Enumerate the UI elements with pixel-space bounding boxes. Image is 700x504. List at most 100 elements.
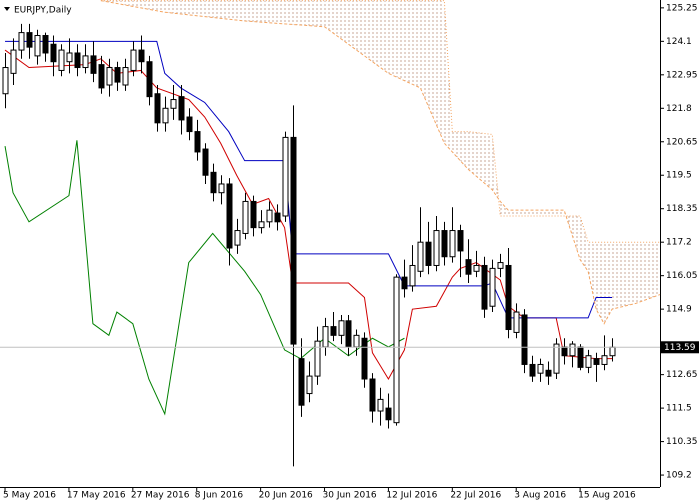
candle-body (226, 183, 233, 249)
candle-body (377, 398, 384, 412)
candle-body (385, 407, 392, 421)
candle-body (274, 212, 281, 223)
x-tick-label: 22 Jul 2016 (450, 491, 501, 501)
candle-body (18, 32, 25, 51)
candle-body (210, 171, 217, 194)
candle-body (425, 241, 432, 266)
candle-body (138, 49, 145, 63)
candle-body (282, 136, 289, 217)
indicator-line (5, 40, 613, 319)
candle-body (74, 52, 81, 69)
candle-body (2, 67, 9, 95)
candle-body (513, 311, 520, 333)
x-tick-label: 17 May 2016 (67, 491, 126, 501)
candle-body (601, 355, 608, 365)
candle-body (441, 230, 448, 258)
candle-body (417, 241, 424, 272)
y-tick-label: 109.2 (666, 471, 692, 481)
candle-body (457, 230, 464, 252)
candle-body (401, 276, 408, 290)
candle-body (537, 363, 544, 374)
candle-body (250, 200, 257, 229)
candle-body (481, 264, 488, 310)
candle-body (218, 183, 225, 194)
candle-body (258, 221, 265, 229)
candle-body (58, 49, 65, 71)
candle-body (338, 320, 345, 336)
x-tick-label: 27 May 2016 (131, 491, 190, 501)
candle-body (242, 200, 249, 234)
plot-area (2, 0, 661, 467)
candle-body (234, 230, 241, 246)
candle-body (114, 67, 121, 83)
candle-body (130, 49, 137, 71)
candle-body (609, 346, 616, 357)
candle-body (505, 264, 512, 331)
candle-body (82, 55, 89, 69)
candle-body (545, 369, 552, 377)
candle-body (330, 326, 337, 336)
candle-body (90, 55, 97, 74)
candle-body (194, 131, 201, 153)
candle-body (361, 337, 368, 380)
y-tick-label: 124.1 (666, 37, 692, 47)
y-tick-label: 121.8 (666, 104, 692, 114)
candle-body (266, 209, 273, 223)
candle-body (322, 326, 329, 348)
candle-body (202, 148, 209, 176)
candle-body (569, 343, 576, 357)
y-tick-label: 125.25 (666, 3, 698, 13)
candle-body (473, 264, 480, 272)
candle-body (98, 64, 105, 89)
candle-body (353, 334, 360, 348)
candle-body (162, 107, 169, 124)
candle-body (178, 96, 185, 121)
candle-body (186, 116, 193, 133)
candle-body (154, 93, 161, 124)
y-tick-label: 112.65 (666, 370, 698, 380)
candle-body (593, 358, 600, 365)
indicator-line (100, 0, 661, 325)
last-price-label: 113.59 (664, 343, 696, 353)
candle-body (50, 43, 57, 63)
x-tick-label: 12 Jul 2016 (386, 491, 437, 501)
symbol-menu-icon[interactable] (4, 7, 10, 11)
chart-title: EURJPY,Daily (14, 6, 72, 16)
candle-body (369, 378, 376, 412)
candle-body (306, 375, 313, 395)
y-tick-label: 120.65 (666, 137, 698, 147)
candle-body (106, 67, 113, 86)
y-tick-label: 117.2 (666, 238, 692, 248)
indicator-line (100, 0, 660, 243)
candle-body (529, 363, 536, 377)
candle-body (449, 230, 456, 258)
candle-body (345, 320, 352, 348)
candle-body (433, 230, 440, 266)
x-tick-label: 5 May 2016 (3, 491, 56, 501)
candle-body (314, 340, 321, 377)
y-tick-label: 119.5 (666, 171, 692, 181)
y-tick-label: 116.05 (666, 271, 698, 281)
candle-body (34, 35, 41, 57)
candle-body (553, 343, 560, 374)
candle-body (393, 276, 400, 424)
candle-body (122, 67, 129, 86)
y-tick-label: 118.35 (666, 204, 698, 214)
ichimoku-cloud (100, 0, 660, 324)
y-tick-label: 122.95 (666, 70, 698, 80)
candle-body (585, 355, 592, 368)
candle-body (146, 61, 153, 98)
last-price-box (661, 341, 699, 354)
candle-body (489, 267, 496, 307)
candle-body (409, 264, 416, 287)
x-tick-label: 8 Jun 2016 (195, 491, 244, 501)
candle-body (170, 99, 177, 109)
candle-body (290, 136, 297, 345)
x-tick-label: 15 Aug 2016 (578, 491, 636, 501)
x-tick-label: 3 Aug 2016 (514, 491, 566, 501)
candle-body (521, 314, 528, 365)
y-tick-label: 111.5 (666, 404, 692, 414)
candle-body (66, 52, 73, 63)
y-tick-label: 110.35 (666, 437, 698, 447)
